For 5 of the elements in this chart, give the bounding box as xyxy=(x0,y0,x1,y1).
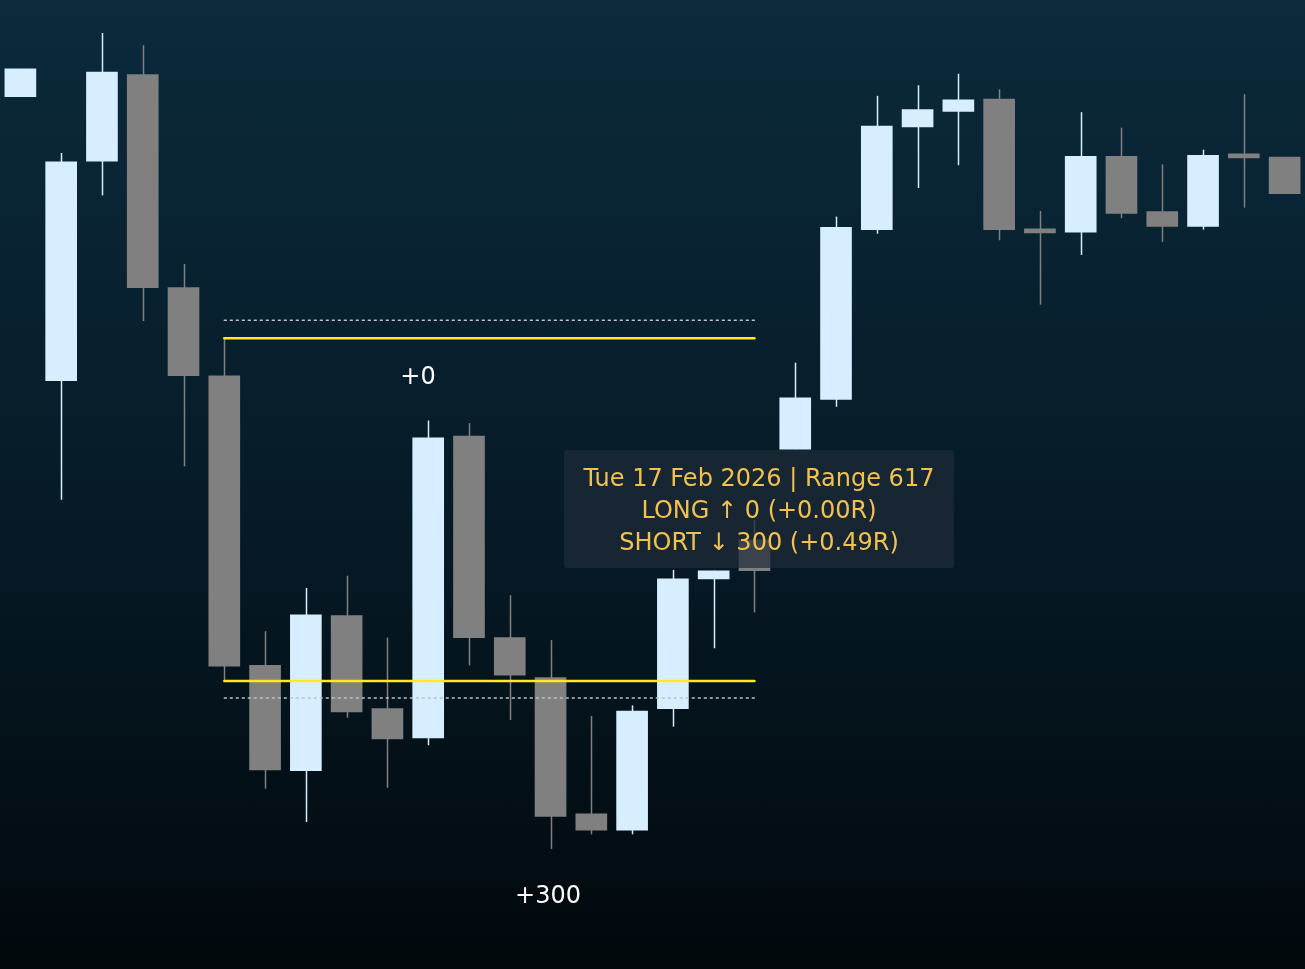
annotation: Tue 17 Feb 2026 | Range 617 xyxy=(582,463,936,494)
text: +300 xyxy=(514,881,582,909)
annotation: LONG ↑ 0 (+0.00R) xyxy=(640,495,878,526)
annotation: +0 xyxy=(399,362,437,390)
annotation: SHORT ↓ 300 (+0.49R) xyxy=(618,527,900,558)
